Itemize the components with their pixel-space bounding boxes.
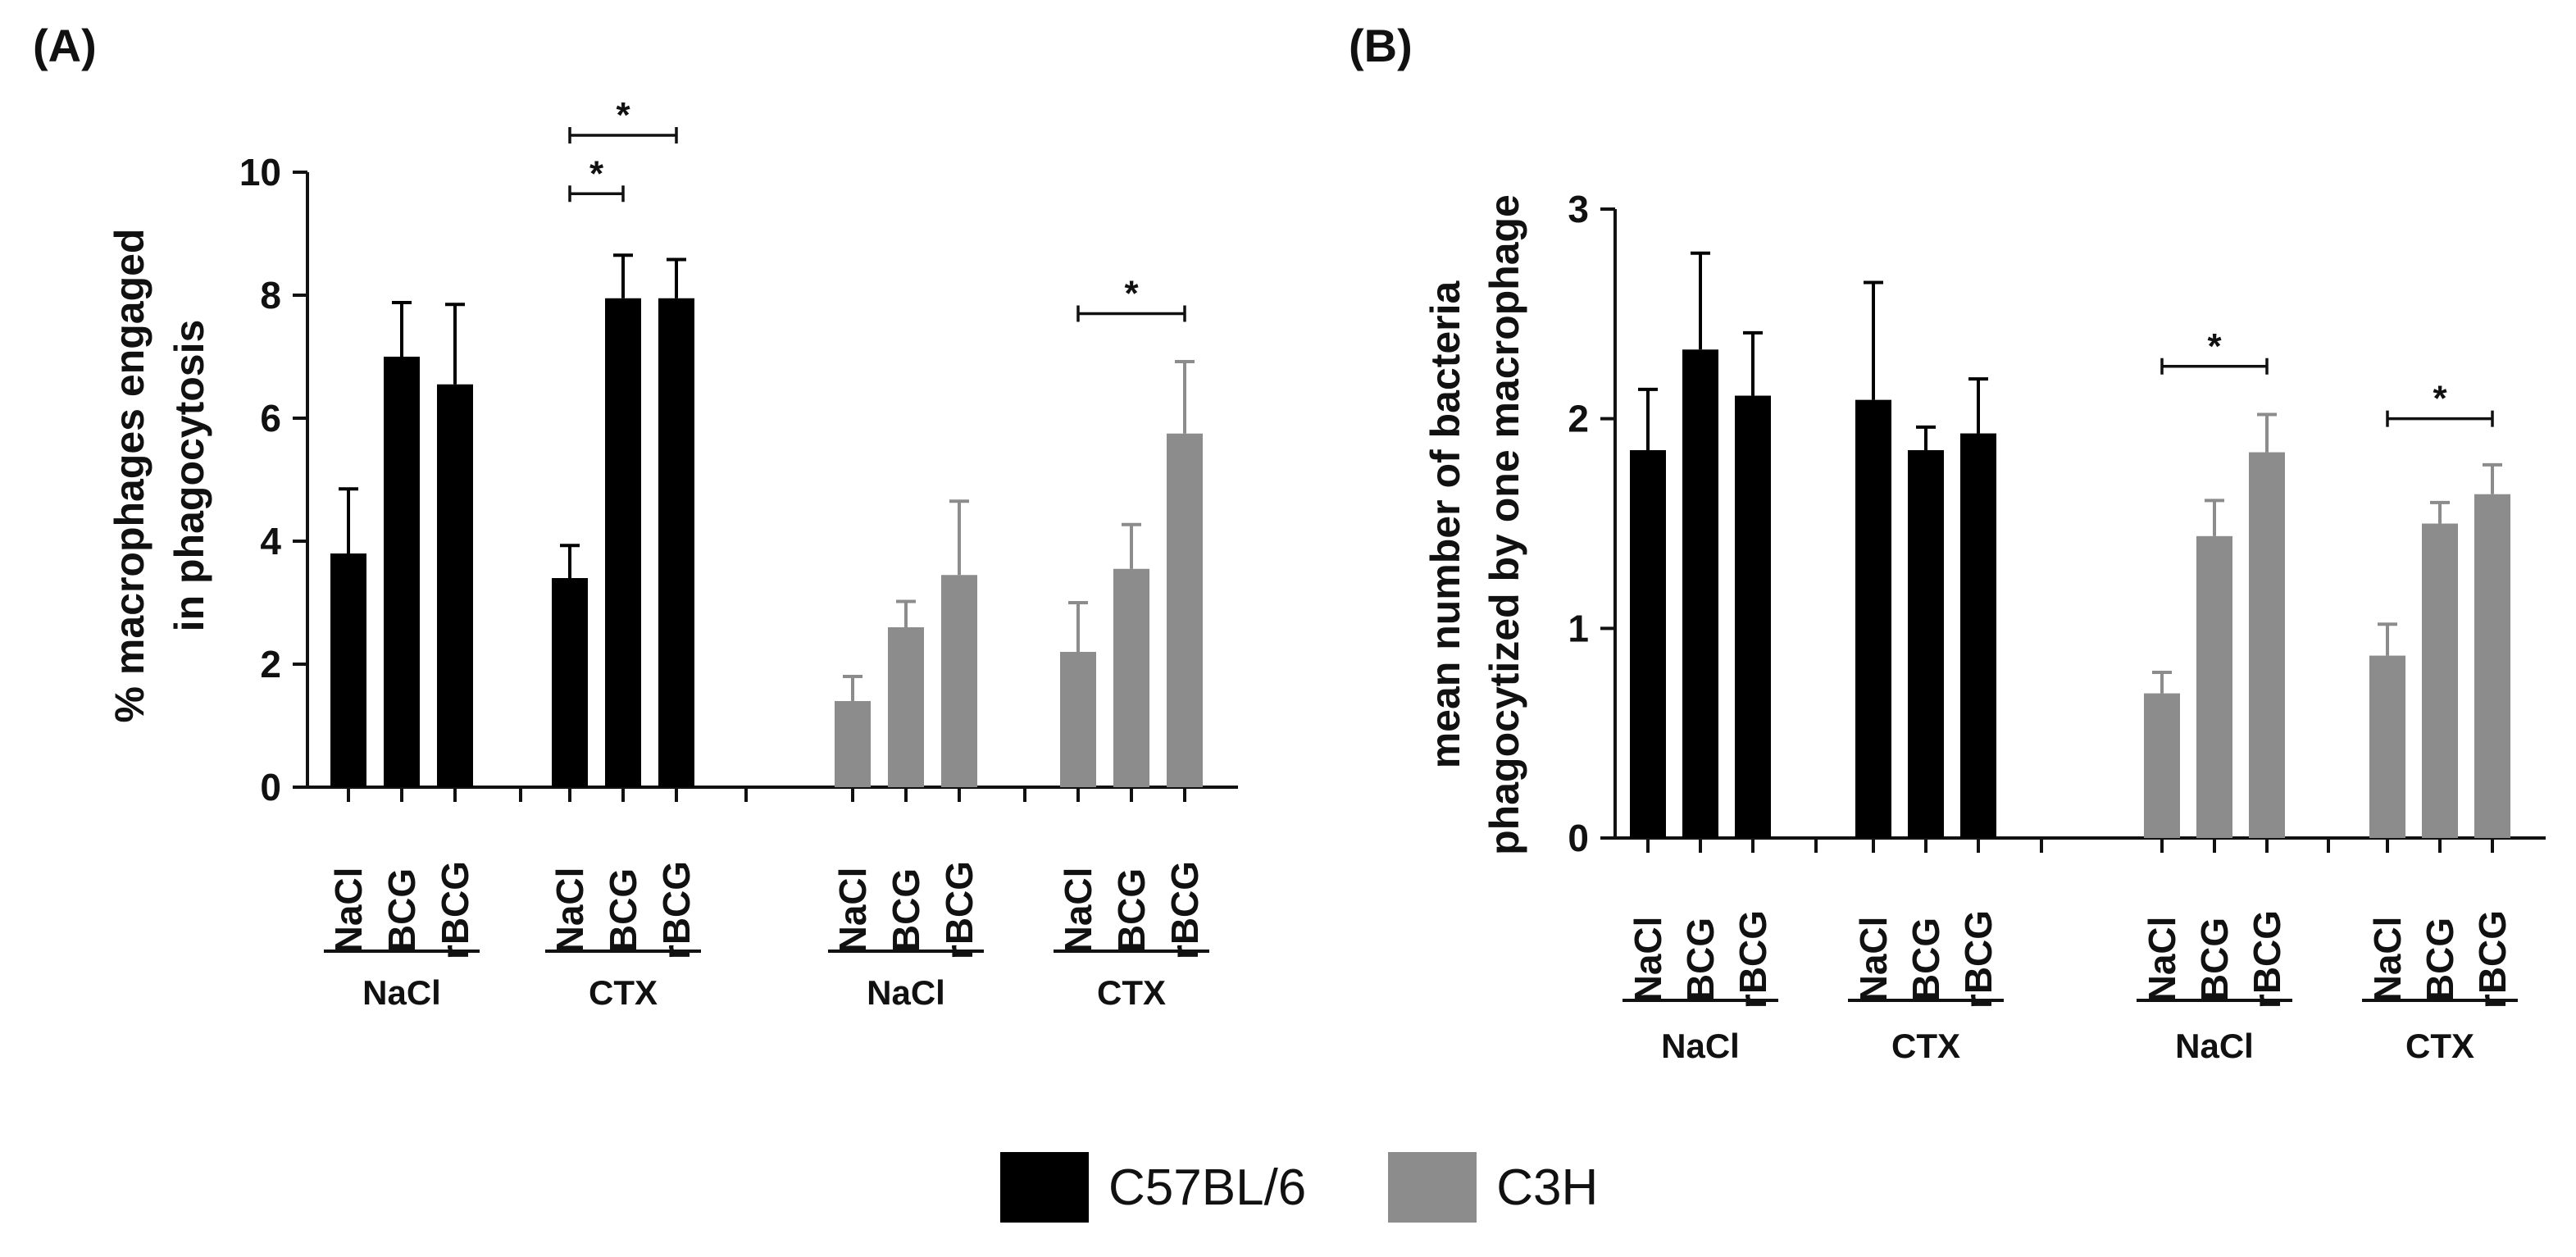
panel-a-bar-g4-bcg [1113,568,1149,787]
panel-a-category-label: rBCG [1163,861,1206,959]
panel-b-group-label: CTX [2405,1027,2474,1065]
panel-b-bar-g4-rbcg [2474,494,2510,838]
panel-b-category-label: NaCl [2366,917,2409,1003]
panel-b-category-label: rBCG [1957,910,2000,1009]
panel-b-category-label: BCG [1905,918,1947,1001]
panel-b-bar-g2-nacl [1855,399,1891,838]
panel-a-category-label: BCG [885,868,927,952]
panel-a-category-label: rBCG [938,861,981,959]
panel-a-category-label: BCG [380,868,423,952]
panel-a-group-label: CTX [1097,973,1166,1012]
panel-b-bar-g4-nacl [2369,655,2405,838]
panel-b-bar-g3-nacl [2144,693,2180,838]
panel-a-bar-g1-nacl [330,553,366,787]
legend-label-c57bl6: C57BL/6 [1108,1159,1307,1216]
panel-a-ytick-label: 10 [239,151,281,194]
panel-a-chart: (A) % macrophages engaged in phagocytosi… [33,20,1238,1012]
panel-a-bar-g4-rbcg [1167,433,1203,787]
panel-a-bar-g1-bcg [384,357,420,787]
panel-b-category-label: rBCG [2246,910,2288,1009]
panel-a-category-label: NaCl [1057,868,1099,954]
panel-a-label: (A) [33,20,97,71]
legend: C57BL/6 C3H [1000,1152,1680,1223]
panel-b-category-label: rBCG [2471,910,2514,1009]
panel-b-bar-g1-bcg [1682,349,1718,839]
panel-a-ytick-label: 4 [260,520,281,562]
panel-b-group-label: CTX [1891,1027,1960,1065]
panel-a-ytick-label: 2 [260,643,281,685]
legend-item-c3h: C3H [1388,1152,1598,1223]
panel-a-bar-g2-bcg [605,298,641,787]
legend-swatch-c57bl6 [1000,1152,1089,1223]
panel-a-group-label: NaCl [867,973,945,1012]
panel-a-category-label: rBCG [434,861,476,959]
panel-b-category-label: BCG [2193,918,2236,1001]
panel-b-category-label: BCG [1679,918,1722,1001]
panel-b-bar-g2-bcg [1908,450,1944,838]
panel-b-significance-star: * [2433,379,2447,419]
panel-b-category-label: NaCl [1852,917,1895,1003]
panel-b-category-label: NaCl [2141,917,2183,1003]
panel-a-bar-g3-bcg [888,627,924,787]
panel-b-ytick-label: 3 [1568,188,1589,230]
panel-a-significance-star: * [616,95,630,135]
panel-b-significance-star: * [2207,326,2222,367]
panel-b-bar-g2-rbcg [1960,433,1996,838]
panel-a-ylabel-line-2: in phagocytosis [166,320,212,632]
legend-item-c57bl6: C57BL/6 [1000,1152,1306,1223]
panel-a-group-label: CTX [589,973,658,1012]
panel-a-ytick-label: 8 [260,274,281,317]
panel-a-category-label: NaCl [327,868,370,954]
panel-a-group-label: NaCl [362,973,441,1012]
panel-a-bar-g2-nacl [552,578,588,787]
panel-a-significance-star: * [1124,274,1139,314]
panel-a-category-label: NaCl [548,868,591,954]
panel-b-category-label: NaCl [1627,917,1669,1003]
panel-a-bar-g2-rbcg [658,298,694,787]
panel-a-category-label: BCG [602,868,644,952]
panel-a-bar-g4-nacl [1060,652,1096,787]
panel-b-group-label: NaCl [2175,1027,2254,1065]
panel-b-ytick-label: 1 [1568,607,1589,649]
panel-b-bar-g3-bcg [2196,535,2232,838]
panel-b-ytick-label: 0 [1568,817,1589,859]
panel-a-significance-star: * [589,153,604,194]
panel-a-category-label: NaCl [831,868,874,954]
panel-b-ylabel-line-1: mean number of bacteria [1422,280,1468,769]
panel-b-category-label: BCG [2419,918,2461,1001]
panel-b-ytick-label: 2 [1568,398,1589,440]
panel-b-category-label: rBCG [1732,910,1774,1009]
panel-b-bar-g1-rbcg [1735,395,1771,838]
panel-a-bar-g1-rbcg [437,384,473,787]
panel-a-category-label: rBCG [655,861,698,959]
panel-b-chart: (B) mean number of bacteria phagocytized… [1349,20,2546,1065]
panel-a-bar-g3-rbcg [941,575,977,787]
legend-swatch-c3h [1388,1152,1477,1223]
panel-a-ytick-label: 0 [260,766,281,808]
panel-b-bar-g3-rbcg [2249,452,2285,838]
legend-label-c3h: C3H [1496,1159,1599,1216]
panel-b-ylabel-line-2: phagocytized by one macrophage [1481,194,1527,855]
panel-a-bar-g3-nacl [835,701,871,787]
panel-b-bar-g4-bcg [2422,523,2458,838]
panel-a-ytick-label: 6 [260,397,281,439]
panel-b-group-label: NaCl [1661,1027,1740,1065]
panel-a-category-label: BCG [1110,868,1153,952]
panel-a-ylabel-line-1: % macrophages engaged [107,229,152,723]
panel-b-label: (B) [1349,20,1413,71]
panel-b-bar-g1-nacl [1630,450,1666,838]
